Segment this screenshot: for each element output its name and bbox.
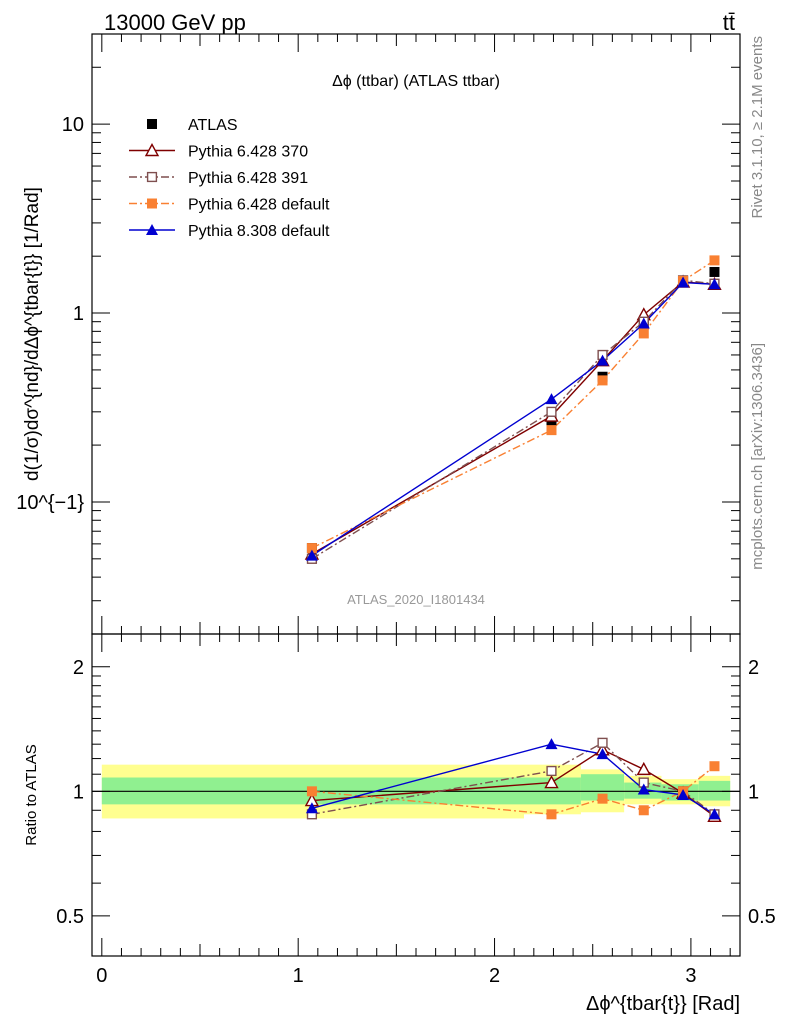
header-left: 13000 GeV pp [104, 10, 246, 35]
ratio-series-line-1 [311, 741, 715, 815]
main-point-2 [546, 406, 557, 417]
main-point-4 [305, 549, 318, 561]
ratio-y-tick-label-right: 1 [748, 781, 759, 803]
main-point-4 [677, 276, 690, 288]
main-panel-axes: 10^{−1} 1 10 [16, 33, 740, 635]
legend-label-4: Pythia 8.308 default [188, 223, 330, 240]
ratio-point-0 [636, 761, 651, 776]
x-tick-label: 3 [685, 965, 696, 987]
main-point-3 [306, 543, 317, 554]
ratio-point-3 [545, 738, 558, 750]
main-point-4 [637, 317, 650, 329]
main-y-tick-label: 1 [73, 303, 84, 325]
legend-marker-3 [147, 198, 157, 209]
ratio-band-inner [698, 780, 731, 801]
ratio-panel-series [304, 737, 722, 823]
ratio-point-2 [546, 809, 557, 820]
main-point-3 [597, 375, 608, 386]
x-tick-label: 0 [96, 965, 107, 987]
ratio-point-3 [305, 802, 318, 814]
main-point-4 [708, 278, 721, 290]
legend: ATLAS Pythia 6.428 370 Pythia 6.428 391 Pyt… [129, 117, 330, 240]
ratio-y-tick-label: 0.5 [56, 906, 84, 928]
ratio-y-tick-label-right: 0.5 [748, 906, 776, 928]
ratio-point-3 [637, 783, 650, 795]
main-series-line-1 [311, 281, 715, 555]
main-panel-series [304, 255, 722, 564]
x-tick-label: 1 [293, 965, 304, 987]
header-right: tt̄ [723, 10, 735, 35]
ratio-y-tick-label-right: 2 [748, 657, 759, 679]
mcplots-label: mcplots.cern.ch [arXiv:1306.3436] [749, 343, 766, 570]
ratio-point-2 [306, 786, 317, 797]
main-series-line-2 [311, 279, 715, 560]
main-series-line-3 [311, 259, 715, 549]
ratio-point-3 [596, 748, 609, 760]
ratio-point-3 [708, 808, 721, 820]
main-point-0 [709, 266, 720, 277]
legend-label-1: Pythia 6.428 370 [188, 144, 308, 161]
main-y-tick-label: 10^{−1} [16, 492, 84, 514]
main-y-axis-label: d(1/σ)dσ^{nd}/dΔϕ^{tbar{t}} [1/Rad] [22, 187, 43, 481]
main-series-line-4 [311, 281, 715, 557]
legend-marker-1 [144, 143, 160, 157]
main-point-4 [596, 354, 609, 366]
ratio-point-2 [638, 805, 649, 816]
ratio-point-1 [546, 765, 557, 777]
ratio-point-2 [597, 793, 608, 804]
ratio-point-1 [597, 737, 608, 748]
main-y-tick-label: 10 [62, 114, 84, 136]
legend-label-2: Pythia 6.428 391 [188, 170, 308, 187]
ratio-point-3 [677, 788, 690, 800]
x-axis-label: Δϕ^{tbar{t}} [Rad] [586, 993, 740, 1015]
ratio-series-line-2 [311, 765, 715, 816]
main-point-3 [709, 255, 720, 266]
legend-marker-0 [147, 119, 157, 129]
main-title: Δϕ (ttbar) (ATLAS ttbar) [332, 73, 500, 90]
ratio-y-axis-label: Ratio to ATLAS [23, 744, 40, 845]
legend-marker-4 [146, 224, 158, 235]
ratio-point-2 [709, 761, 720, 772]
ratio-y-tick-label: 2 [73, 657, 84, 679]
main-point-4 [545, 393, 558, 405]
ratio-y-tick-label: 1 [73, 781, 84, 803]
main-point-3 [546, 425, 557, 436]
legend-label-0: ATLAS [188, 117, 238, 134]
rivet-label: Rivet 3.1.10, ≥ 2.1M events [749, 36, 766, 219]
ratio-panel-axes: 0.5 0.5 1 1 2 2 0 1 2 3 [56, 634, 776, 987]
main-point-3 [638, 328, 649, 339]
ratio-point-0 [544, 775, 559, 789]
legend-label-3: Pythia 6.428 default [188, 197, 330, 214]
watermark: ATLAS_2020_I1801434 [347, 592, 485, 607]
x-tick-label: 2 [489, 965, 500, 987]
legend-marker-2 [146, 171, 158, 183]
